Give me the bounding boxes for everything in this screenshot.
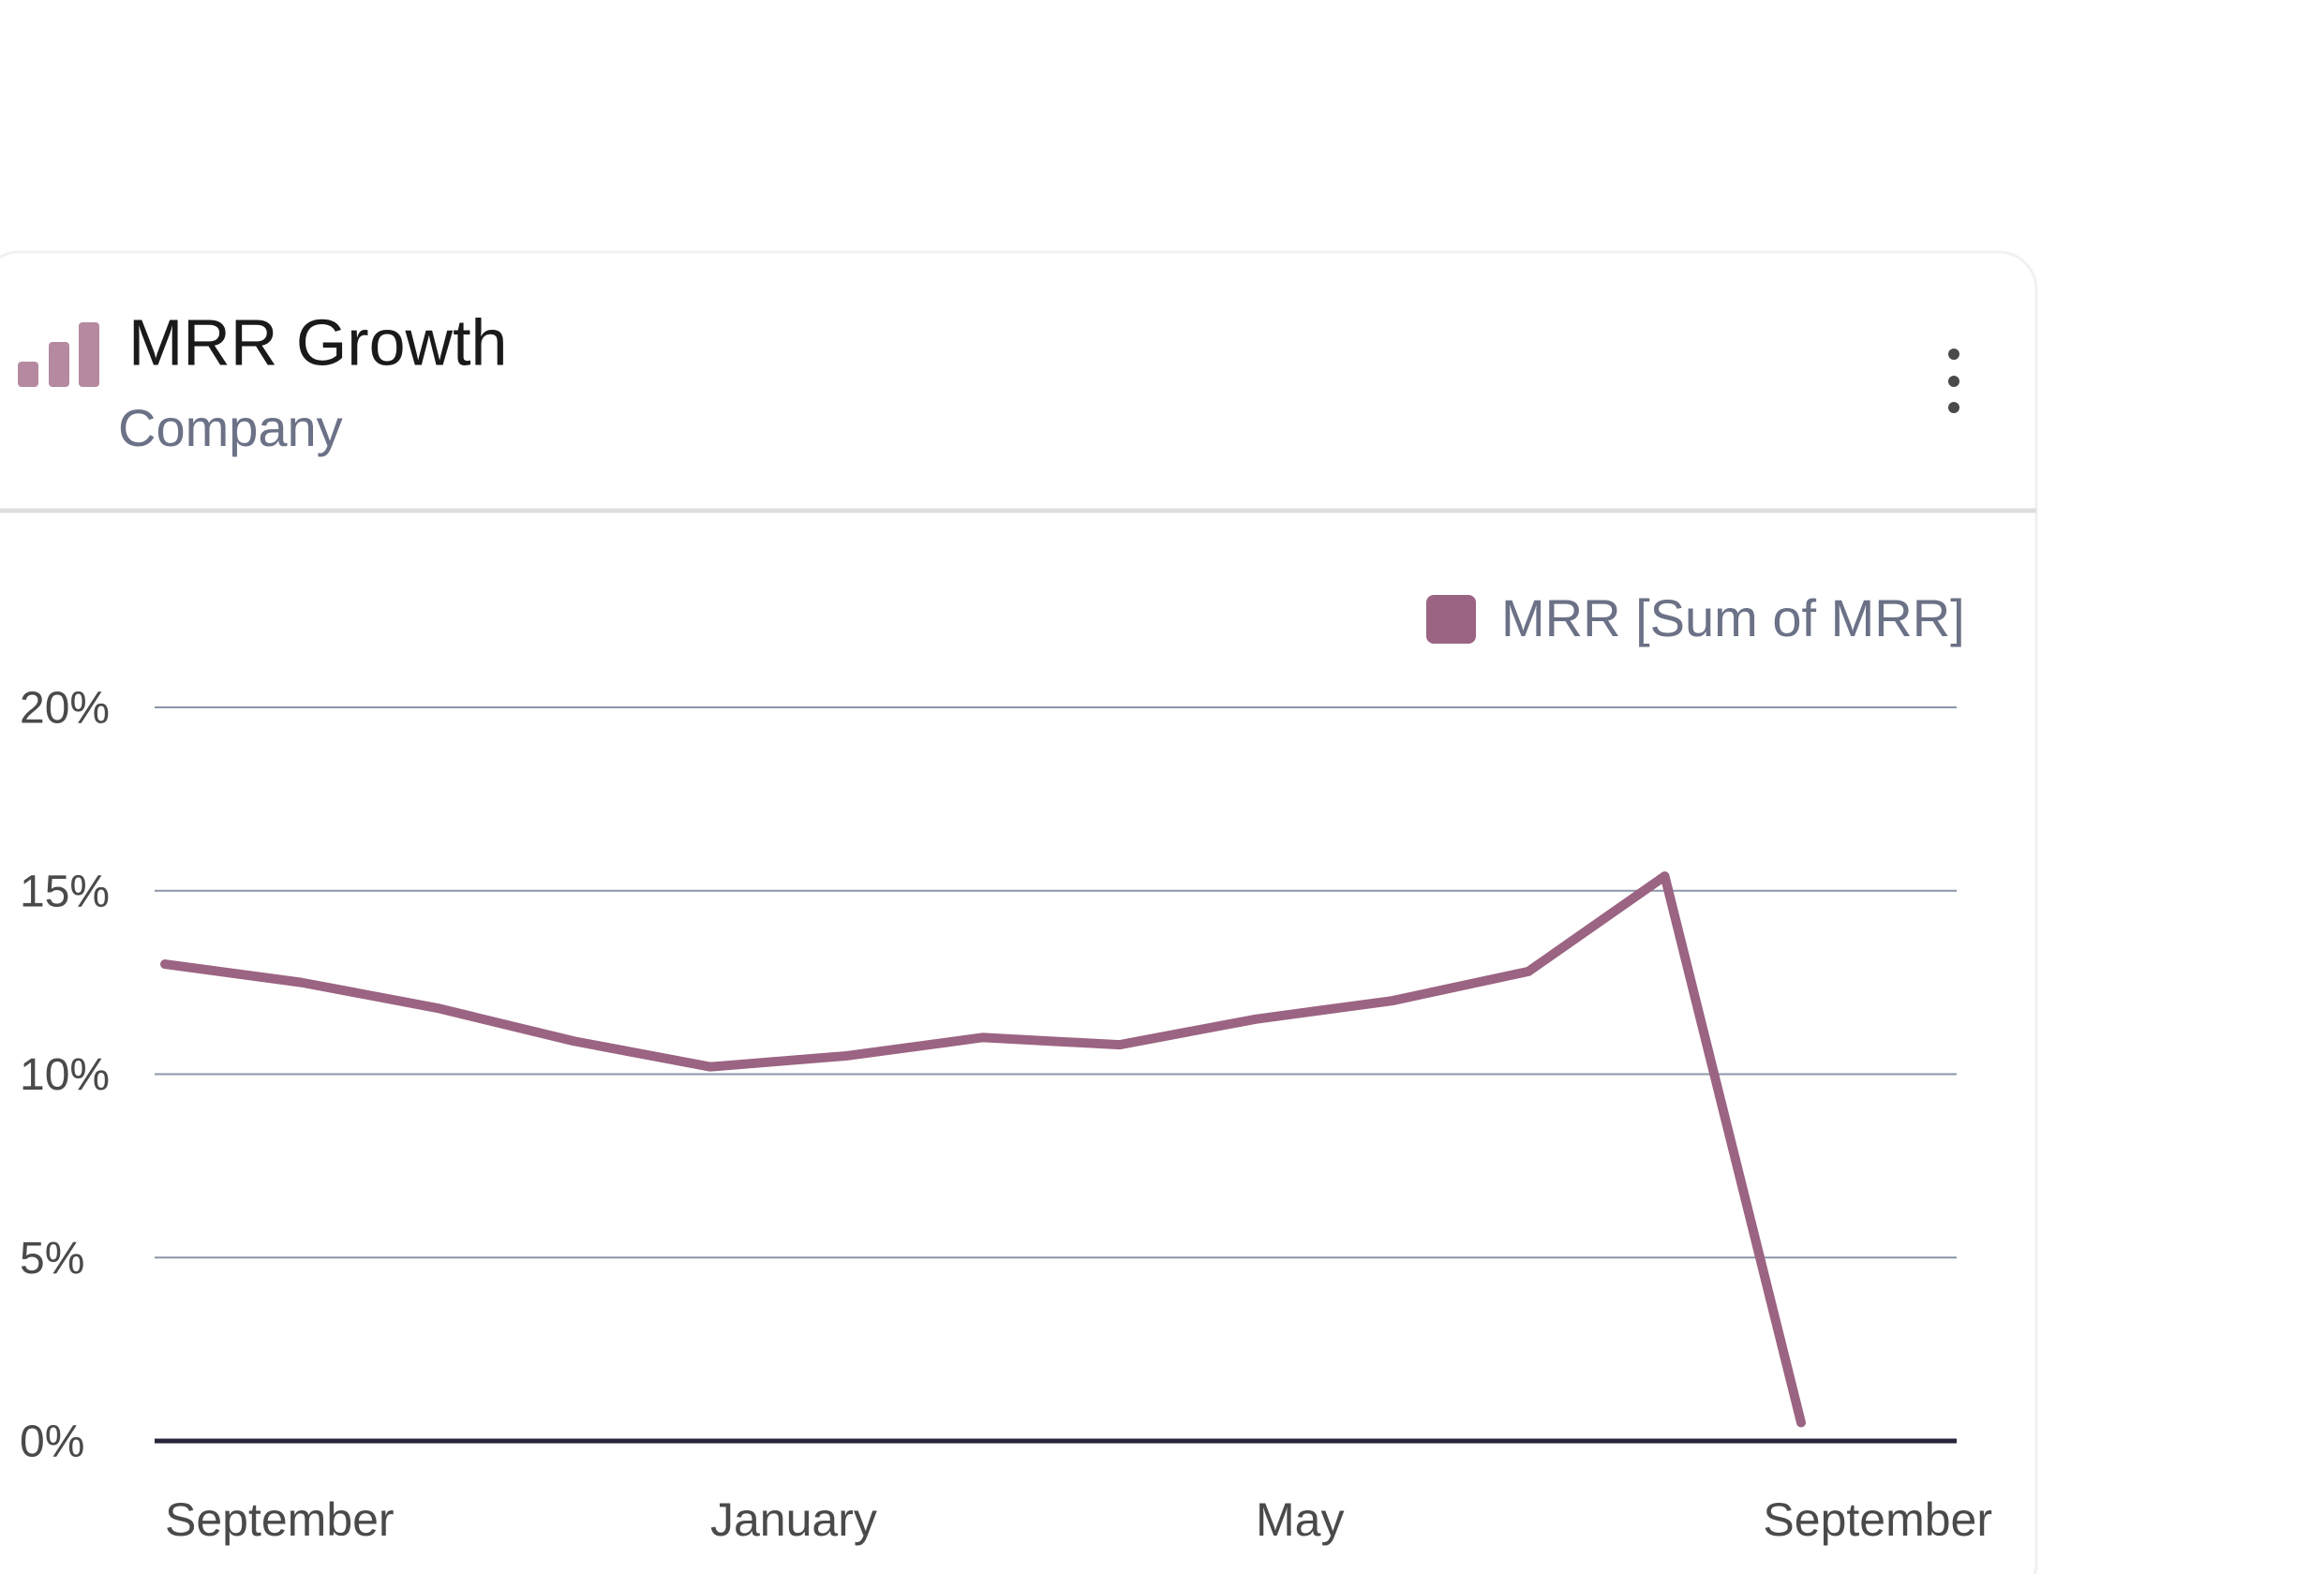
legend-label: MRR [Sum of MRR]: [1501, 588, 1965, 647]
card: [0, 250, 2038, 1574]
x-tick-label: January: [710, 1493, 877, 1546]
chart-subtitle: Company: [118, 398, 343, 457]
data-line: [160, 871, 1806, 1428]
plot: 0% 5% 10% 15% 20% September January May Septembe…: [20, 588, 1992, 1546]
legend-swatch: [1426, 595, 1476, 644]
chart-icon: [18, 322, 99, 387]
y-tick-label: 10%: [20, 1050, 110, 1100]
x-tick-label: September: [1763, 1493, 1992, 1546]
y-tick-label: 5%: [20, 1234, 84, 1284]
y-tick-label: 20%: [20, 684, 110, 734]
y-tick-label: 15%: [20, 867, 110, 916]
y-tick-label: 0%: [20, 1418, 84, 1467]
chart-title: MRR Growth: [128, 305, 507, 379]
x-tick-label: September: [165, 1493, 395, 1546]
menu-button[interactable]: [1948, 349, 1959, 413]
x-tick-label: May: [1256, 1493, 1344, 1546]
